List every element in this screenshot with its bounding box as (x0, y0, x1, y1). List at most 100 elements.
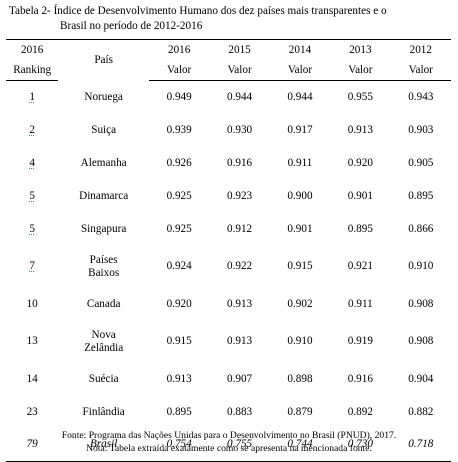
value-cell: 0.902 (287, 297, 313, 310)
rank-cell: 5 (6, 180, 58, 213)
rank-value: 2 (29, 123, 35, 136)
value-cell: 0.920 (347, 156, 373, 169)
value-cell: 0.866 (408, 222, 434, 235)
value-cell: 0.921 (347, 260, 373, 272)
value-cell: 0.926 (166, 156, 192, 169)
table-row: 5 Singapura 0.925 0.912 0.901 0.895 0.86… (6, 213, 451, 246)
value-cell: 0.895 (347, 222, 373, 235)
table-row: 10 Canada 0.920 0.913 0.902 0.911 0.908 (6, 288, 451, 321)
rank-cell: 1 (6, 81, 58, 114)
value-cell: 0.925 (166, 189, 192, 202)
value-header: Valor (148, 60, 210, 81)
country-name-line-1: Nova (91, 328, 116, 341)
value-cell: 0.930 (226, 123, 253, 136)
country-cell: Finlândia (82, 405, 125, 418)
source-note: Fonte: Programa das Nações Unidas para o… (61, 430, 397, 441)
country-cell: Países Baixos (58, 246, 149, 288)
value-cell: 0.916 (347, 372, 373, 385)
value-cell: 0.913 (347, 123, 373, 136)
value-cell: 0.895 (408, 189, 434, 202)
country-cell: Alemanha (80, 156, 127, 169)
value-cell: 0.925 (166, 222, 192, 235)
country-name-line-2: Zelândia (84, 341, 124, 354)
rank-cell: 13 (26, 335, 38, 347)
value-cell: 0.895 (166, 405, 192, 418)
table-row: 5 Dinamarca 0.925 0.923 0.900 0.901 0.89… (6, 180, 451, 213)
value-cell: 0.920 (166, 297, 192, 310)
value-cell: 0.939 (166, 123, 192, 136)
country-cell: Canada (86, 297, 121, 310)
value-cell: 0.922 (226, 260, 253, 272)
country-name-line-2: Baixos (88, 266, 120, 279)
country-cell: Suiça (91, 123, 117, 136)
value-cell: 0.913 (166, 372, 192, 385)
table-row: 1 Noruega 0.949 0.944 0.944 0.955 0.943 (6, 81, 451, 114)
value-cell: 0.955 (347, 90, 373, 103)
value-cell: 0.913 (226, 297, 253, 310)
value-header: Valor (330, 60, 391, 81)
caption-line-2: Brasil no período de 2012-2016 (60, 20, 203, 32)
country-cell: Brasil (58, 428, 149, 462)
value-cell: 0.913 (226, 335, 253, 347)
value-cell: 0.911 (287, 156, 313, 169)
value-cell: 0.910 (287, 335, 313, 347)
table-row: 13 Nova Zelândia 0.915 0.913 0.910 0.919… (6, 321, 451, 363)
ranking-header: Ranking (6, 60, 59, 81)
value-cell: 0.755 (209, 428, 270, 462)
header-row-labels: Ranking Valor Valor Valor Valor Valor (6, 60, 451, 81)
year-header-2012: 2012 (390, 39, 451, 60)
value-cell: 0.908 (408, 335, 434, 347)
value-cell: 0.904 (408, 372, 434, 385)
country-header: País (58, 39, 149, 81)
table-row: 7 Países Baixos 0.924 0.922 0.915 0.921 … (6, 246, 451, 288)
country-cell: Dinamarca (79, 189, 129, 202)
value-cell: 0.898 (287, 372, 313, 385)
value-cell: 0.908 (408, 297, 434, 310)
hdi-table: 2016 País 2016 2015 2014 2013 2012 Ranki… (6, 39, 451, 462)
rank-cell: 14 (26, 372, 38, 385)
value-cell: 0.879 (287, 405, 313, 418)
rank-value: 1 (29, 90, 35, 103)
value-cell: 0.901 (347, 189, 373, 202)
value-cell: 0.949 (166, 90, 192, 103)
caption-line-1: Tabela 2- Índice de Desenvolvimento Huma… (9, 5, 387, 17)
value-cell: 0.915 (166, 335, 192, 347)
year-header-2016: 2016 (148, 39, 210, 60)
value-cell: 0.917 (287, 123, 313, 136)
header-row-years: 2016 País 2016 2015 2014 2013 2012 (6, 39, 451, 81)
country-cell: Suécia (88, 372, 119, 385)
value-cell: 0.911 (347, 297, 373, 310)
rank-value: 5 (29, 222, 35, 235)
table-row: 4 Alemanha 0.926 0.916 0.911 0.920 0.905 (6, 147, 451, 180)
value-cell: 0.919 (347, 335, 373, 347)
value-cell: 0.944 (287, 90, 313, 103)
table-row: 23 Finlândia 0.895 0.883 0.879 0.892 0.8… (6, 396, 451, 429)
value-cell: 0.718 (390, 428, 451, 462)
value-cell: 0.907 (226, 372, 253, 385)
value-cell: 0.754 (148, 428, 210, 462)
rank-cell: 4 (6, 147, 58, 180)
rank-year-header: 2016 (6, 39, 59, 60)
value-header: Valor (269, 60, 331, 81)
year-header-2014: 2014 (269, 39, 331, 60)
extraction-note: Nota: Tabela extraída exatamente como se… (86, 443, 372, 454)
value-cell: 0.916 (226, 156, 253, 169)
rank-cell: 2 (6, 114, 58, 147)
rank-value: 4 (29, 156, 35, 169)
value-cell: 0.901 (287, 222, 313, 235)
year-header-2015: 2015 (209, 39, 270, 60)
value-cell: 0.882 (408, 405, 434, 418)
value-cell: 0.915 (287, 260, 313, 272)
rank-value: 5 (29, 189, 35, 202)
country-name-line-1: Países (89, 253, 118, 266)
value-cell: 0.892 (347, 405, 373, 418)
value-cell: 0.910 (408, 260, 434, 272)
rank-cell: 79 (6, 428, 59, 462)
value-cell: 0.900 (287, 189, 313, 202)
rank-cell: 7 (6, 246, 58, 288)
value-cell: 0.943 (408, 90, 434, 103)
value-cell: 0.944 (226, 90, 253, 103)
rank-cell: 23 (26, 405, 38, 418)
value-header: Valor (390, 60, 451, 81)
value-cell: 0.883 (226, 405, 253, 418)
